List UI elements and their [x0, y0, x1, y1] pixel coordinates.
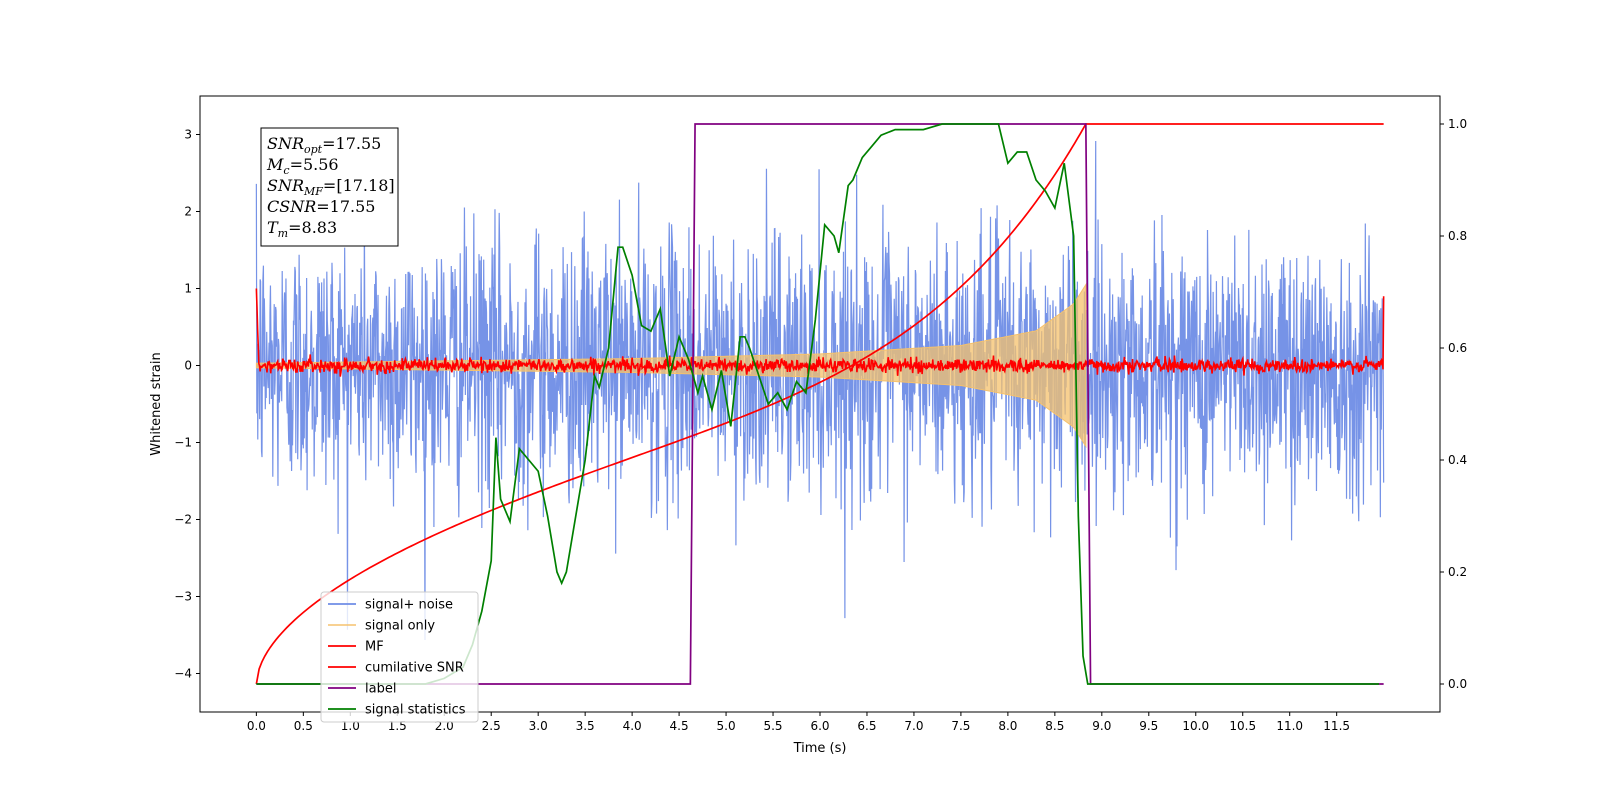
x-tick-label: 0.5 [294, 719, 313, 733]
y-axis-label: Whitened strain [149, 352, 164, 455]
legend-frame [320, 591, 479, 723]
x-tick-label: 5.5 [763, 719, 782, 733]
series-mf [255, 288, 1385, 377]
x-tick-label: 3.0 [529, 719, 548, 733]
y-axis-left: 3 2 1 0 −1 −2 −3 −4 [174, 128, 200, 681]
legend-label-signal-statistics: signal statistics [365, 703, 466, 718]
y-right-tick-label: 0.8 [1448, 229, 1467, 243]
legend: signal+ noise signal only MF cumilative SNR… [320, 591, 479, 723]
y-left-tick-label: −1 [174, 436, 192, 450]
annotation-line: SNRMF=[17.18] [267, 176, 395, 198]
x-tick-label: 0.0 [247, 719, 266, 733]
y-left-tick-label: 0 [184, 359, 192, 373]
series-signal-statistics [256, 123, 1379, 685]
x-tick-label: 9.5 [1139, 719, 1158, 733]
series-signal-noise [255, 140, 1385, 640]
stats-annotation-box: SNRopt=17.55Mc=5.56SNRMF=[17.18]CSNR=17.… [260, 127, 399, 247]
legend-label-signal-only: signal only [365, 619, 435, 634]
y-right-tick-label: 0.2 [1448, 565, 1467, 579]
annotation-line: Tm=8.83 [267, 218, 337, 240]
x-tick-label: 5.0 [717, 719, 736, 733]
annotation-line: CSNR=17.55 [267, 197, 375, 216]
legend-label-label: label [365, 682, 396, 697]
annotation-frame [260, 127, 399, 247]
x-tick-label: 6.0 [810, 719, 829, 733]
y-right-tick-label: 0.6 [1448, 341, 1467, 355]
annotation-line: Mc=5.56 [266, 155, 339, 177]
legend-label-signal-noise: signal+ noise [365, 598, 453, 613]
legend-label-cumilative-snr: cumilative SNR [365, 661, 464, 676]
x-tick-label: 9.0 [1092, 719, 1111, 733]
series-cumilative-snr [255, 123, 1384, 685]
y-right-tick-label: 0.0 [1448, 677, 1467, 691]
x-tick-label: 7.5 [951, 719, 970, 733]
legend-label-mf: MF [365, 640, 384, 655]
x-tick-label: 8.0 [998, 719, 1017, 733]
x-tick-label: 8.5 [1045, 719, 1064, 733]
y-left-tick-label: −2 [174, 513, 192, 527]
y-left-tick-label: 1 [184, 282, 192, 296]
x-tick-label: 7.0 [904, 719, 923, 733]
x-tick-label: 4.0 [623, 719, 642, 733]
y-axis-right: 1.0 0.8 0.6 0.4 0.2 0.0 [1440, 117, 1467, 691]
y-left-tick-label: 2 [184, 205, 192, 219]
y-right-tick-label: 0.4 [1448, 453, 1467, 467]
x-tick-label: 10.0 [1182, 719, 1209, 733]
x-tick-label: 6.5 [857, 719, 876, 733]
x-tick-label: 4.5 [670, 719, 689, 733]
x-tick-label: 2.5 [482, 719, 501, 733]
y-right-tick-label: 1.0 [1448, 117, 1467, 131]
x-tick-label: 11.5 [1323, 719, 1350, 733]
x-axis-label: Time (s) [793, 741, 847, 756]
plot-area [255, 123, 1385, 685]
y-left-tick-label: −3 [174, 590, 192, 604]
x-tick-label: 10.5 [1229, 719, 1256, 733]
x-tick-label: 3.5 [576, 719, 595, 733]
y-left-tick-label: −4 [174, 667, 192, 681]
annotation-line: SNRopt=17.55 [267, 134, 381, 156]
y-left-tick-label: 3 [184, 128, 192, 142]
x-tick-label: 11.0 [1276, 719, 1303, 733]
